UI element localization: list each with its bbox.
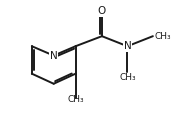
- Text: CH₃: CH₃: [67, 95, 84, 104]
- Text: N: N: [124, 41, 131, 51]
- Text: O: O: [98, 6, 106, 16]
- Text: N: N: [50, 51, 58, 61]
- Text: CH₃: CH₃: [155, 32, 171, 41]
- Text: CH₃: CH₃: [119, 73, 136, 82]
